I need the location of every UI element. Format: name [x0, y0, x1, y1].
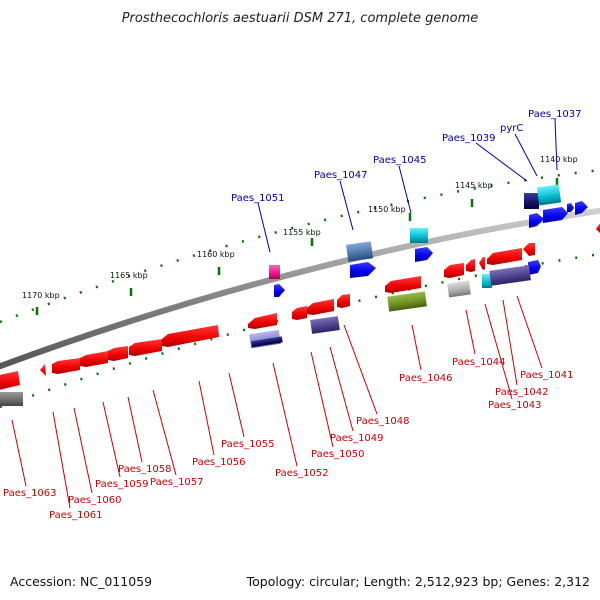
gene-label-paes-1046[interactable]: Paes_1046 — [399, 373, 453, 384]
gene-label-paes-1044[interactable]: Paes_1044 — [452, 357, 506, 368]
genome-backbone — [0, 207, 600, 370]
gene-arrow[interactable] — [52, 358, 80, 374]
category-block[interactable] — [251, 336, 283, 348]
gene-arrow[interactable] — [575, 201, 588, 215]
gene-label-paes-1042[interactable]: Paes_1042 — [495, 387, 549, 398]
gene-arrow[interactable] — [80, 351, 108, 367]
scale-labels: 1140 kbp 1145 kbp 1150 kbp 1155 kbp 1160… — [22, 155, 578, 300]
scale-label-1165: 1165 kbp — [110, 271, 148, 280]
forward-gene-labels: Paes_1037 pyrC Paes_1039 Paes_1045 Paes_… — [231, 109, 582, 204]
major-ticks — [35, 178, 559, 315]
gene-arrow[interactable] — [543, 207, 568, 223]
scale-label-1145: 1145 kbp — [455, 181, 493, 190]
gene-label-paes-1047[interactable]: Paes_1047 — [314, 170, 368, 181]
category-block[interactable] — [346, 241, 374, 262]
gene-label-paes-1051[interactable]: Paes_1051 — [231, 193, 285, 204]
category-block[interactable] — [269, 265, 280, 279]
forward-leader-lines — [257, 118, 558, 253]
forward-cds-track — [274, 201, 588, 297]
genome-stats-label: Topology: circular; Length: 2,512,923 bp… — [246, 574, 590, 589]
category-block[interactable] — [410, 228, 428, 243]
gene-arrow[interactable] — [444, 263, 464, 278]
category-block[interactable] — [489, 265, 531, 286]
scale-label-1150: 1150 kbp — [368, 205, 406, 214]
gene-label-paes-1037[interactable]: Paes_1037 — [528, 109, 582, 120]
gene-label-paes-1045[interactable]: Paes_1045 — [373, 155, 427, 166]
gene-arrow[interactable] — [529, 213, 544, 228]
scale-label-1160: 1160 kbp — [197, 250, 235, 259]
gene-label-paes-1039[interactable]: Paes_1039 — [442, 133, 496, 144]
outer-scale-ticks — [0, 168, 600, 324]
gene-label-paes-1057[interactable]: Paes_1057 — [150, 477, 204, 488]
gene-arrow[interactable] — [596, 222, 600, 234]
gene-arrow[interactable] — [307, 299, 334, 315]
reverse-cds-track — [0, 222, 600, 391]
reverse-gene-labels: Paes_1041 Paes_1042 Paes_1043 Paes_1044 … — [3, 357, 574, 521]
gene-arrow[interactable] — [248, 313, 277, 329]
gene-arrow[interactable] — [274, 284, 285, 297]
gene-arrow[interactable] — [162, 325, 219, 347]
gene-arrow[interactable] — [0, 371, 20, 391]
gene-label-paes-1049[interactable]: Paes_1049 — [330, 433, 384, 444]
gene-arrow[interactable] — [523, 243, 535, 256]
gene-label-paes-1048[interactable]: Paes_1048 — [356, 416, 410, 427]
category-block[interactable] — [447, 280, 471, 298]
category-track — [0, 184, 562, 406]
category-block[interactable] — [482, 274, 492, 288]
scale-label-1155: 1155 kbp — [283, 228, 321, 237]
gene-label-paes-1056[interactable]: Paes_1056 — [192, 457, 246, 468]
category-block[interactable] — [536, 184, 562, 206]
gene-label-paes-1063[interactable]: Paes_1063 — [3, 488, 57, 499]
gene-label-paes-1052[interactable]: Paes_1052 — [275, 468, 329, 479]
gene-arrow[interactable] — [337, 294, 350, 308]
gene-label-paes-1050[interactable]: Paes_1050 — [311, 449, 365, 460]
gene-arrow[interactable] — [385, 276, 421, 293]
gene-label-paes-1059[interactable]: Paes_1059 — [95, 479, 149, 490]
gene-label-paes-1043[interactable]: Paes_1043 — [488, 400, 542, 411]
category-block[interactable] — [524, 193, 539, 209]
gene-arrow[interactable] — [292, 306, 307, 320]
gene-label-paes-1055[interactable]: Paes_1055 — [221, 439, 275, 450]
gene-arrow[interactable] — [350, 262, 376, 278]
gene-arrow[interactable] — [129, 339, 162, 356]
gene-label-pyrc[interactable]: pyrC — [500, 123, 523, 134]
gene-arrow[interactable] — [479, 257, 485, 270]
category-block[interactable] — [0, 392, 23, 406]
gene-label-paes-1061[interactable]: Paes_1061 — [49, 510, 103, 521]
gene-arrow[interactable] — [108, 346, 128, 361]
gene-label-paes-1041[interactable]: Paes_1041 — [520, 370, 574, 381]
accession-label: Accession: NC_011059 — [10, 574, 153, 589]
reverse-leader-lines — [11, 295, 543, 509]
page-title: Prosthecochloris aestuarii DSM 271, comp… — [122, 11, 479, 26]
gene-arrow[interactable] — [567, 203, 574, 212]
gene-arrow[interactable] — [40, 364, 46, 376]
gene-label-paes-1060[interactable]: Paes_1060 — [68, 495, 122, 506]
scale-label-1140: 1140 kbp — [540, 155, 578, 164]
category-block[interactable] — [387, 291, 427, 312]
category-block[interactable] — [310, 316, 340, 334]
gene-arrow[interactable] — [466, 259, 475, 272]
gene-arrow[interactable] — [415, 247, 433, 262]
gene-arrow[interactable] — [487, 248, 522, 265]
scale-label-1170: 1170 kbp — [22, 291, 60, 300]
gene-arrow[interactable] — [528, 260, 541, 275]
gene-label-paes-1058[interactable]: Paes_1058 — [118, 464, 172, 475]
